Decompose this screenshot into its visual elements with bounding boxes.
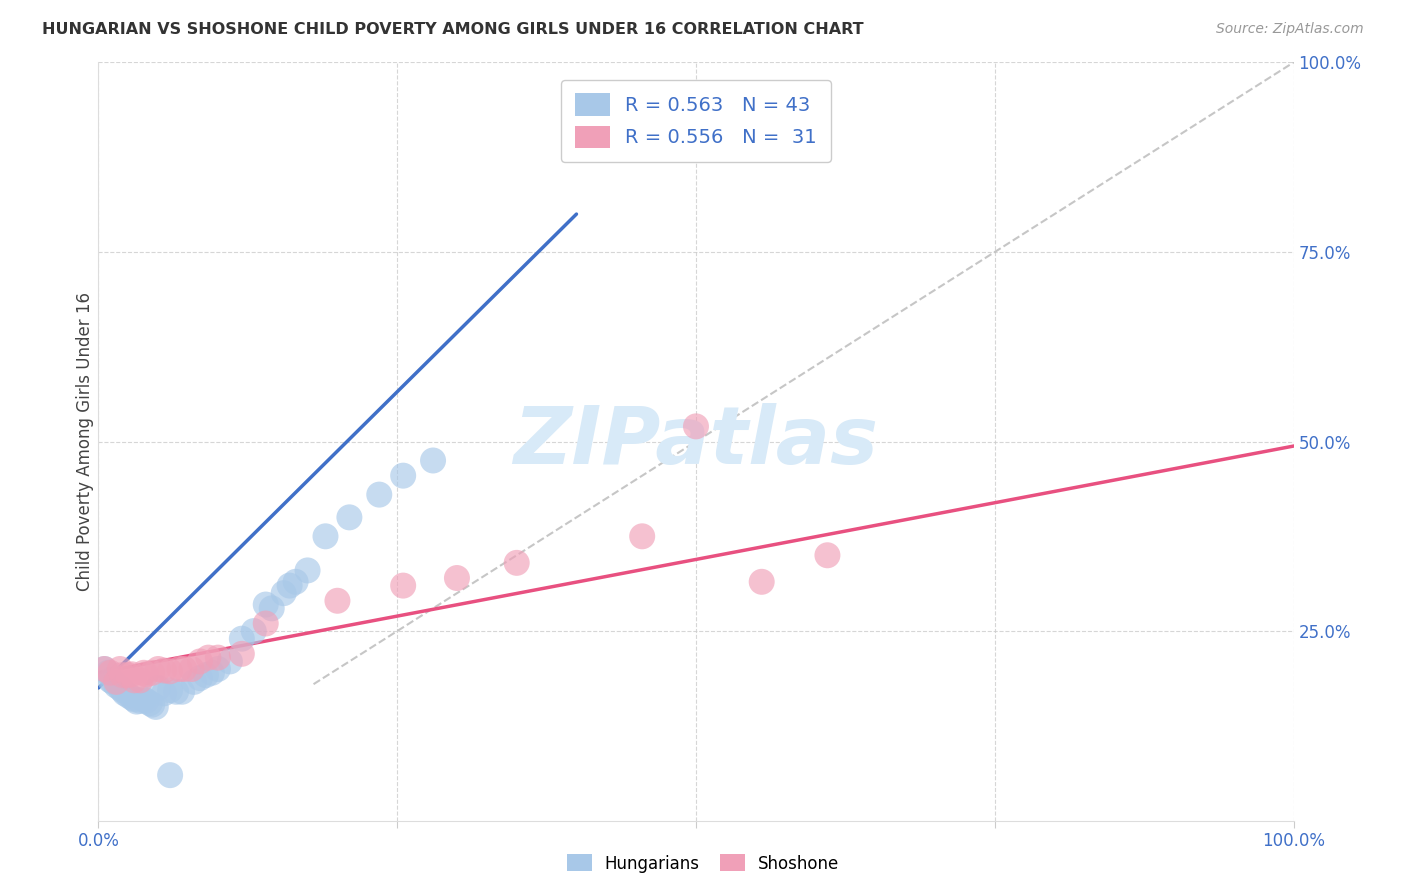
Point xyxy=(685,419,707,434)
Point xyxy=(188,655,211,669)
Point xyxy=(93,662,115,676)
Point xyxy=(108,681,131,695)
Point xyxy=(173,662,195,676)
Y-axis label: Child Poverty Among Girls Under 16: Child Poverty Among Girls Under 16 xyxy=(76,292,94,591)
Point xyxy=(201,665,224,680)
Point xyxy=(180,662,202,676)
Point xyxy=(219,655,242,669)
Point xyxy=(125,695,148,709)
Point xyxy=(815,548,838,563)
Point xyxy=(117,668,139,682)
Point xyxy=(98,673,122,688)
Point xyxy=(297,564,319,578)
Point xyxy=(631,529,654,543)
Point xyxy=(231,647,253,661)
Point xyxy=(231,632,253,646)
Point xyxy=(159,665,181,679)
Point xyxy=(141,698,163,712)
Point xyxy=(273,586,295,600)
Point xyxy=(132,692,155,706)
Text: ZIPatlas: ZIPatlas xyxy=(513,402,879,481)
Point xyxy=(422,453,444,467)
Point xyxy=(172,685,194,699)
Text: HUNGARIAN VS SHOSHONE CHILD POVERTY AMONG GIRLS UNDER 16 CORRELATION CHART: HUNGARIAN VS SHOSHONE CHILD POVERTY AMON… xyxy=(42,22,863,37)
Point xyxy=(169,662,191,676)
Point xyxy=(148,681,170,695)
Point xyxy=(129,694,152,708)
Point xyxy=(159,768,181,782)
Point xyxy=(124,673,146,688)
Point xyxy=(326,594,349,608)
Point xyxy=(254,616,277,631)
Point xyxy=(165,685,187,699)
Point xyxy=(153,686,176,700)
Point xyxy=(101,674,124,689)
Point xyxy=(159,683,181,698)
Point xyxy=(117,689,139,703)
Point xyxy=(446,571,468,585)
Point xyxy=(132,665,155,680)
Point xyxy=(207,650,229,665)
Point xyxy=(339,510,361,524)
Point xyxy=(243,624,266,639)
Point xyxy=(207,662,229,676)
Point xyxy=(148,662,170,676)
Point xyxy=(315,529,337,543)
Point xyxy=(284,574,307,589)
Point xyxy=(254,598,277,612)
Legend: Hungarians, Shoshone: Hungarians, Shoshone xyxy=(560,847,846,880)
Point xyxy=(135,667,157,681)
Point xyxy=(105,679,128,693)
Point xyxy=(114,686,136,700)
Point xyxy=(145,699,167,714)
Point xyxy=(121,667,143,681)
Point xyxy=(392,468,415,483)
Point xyxy=(188,671,211,685)
Point xyxy=(121,690,143,705)
Point xyxy=(124,692,146,706)
Point xyxy=(368,487,391,501)
Text: Source: ZipAtlas.com: Source: ZipAtlas.com xyxy=(1216,22,1364,37)
Point xyxy=(153,664,176,678)
Point xyxy=(183,674,205,689)
Point xyxy=(260,601,283,615)
Point xyxy=(392,579,415,593)
Point xyxy=(111,683,134,698)
Point xyxy=(111,668,134,682)
Point xyxy=(129,673,152,688)
Point xyxy=(141,665,163,680)
Point xyxy=(506,556,529,570)
Point xyxy=(93,662,115,676)
Point xyxy=(195,668,218,682)
Point xyxy=(98,665,122,680)
Point xyxy=(105,674,128,689)
Point xyxy=(139,696,162,710)
Point xyxy=(135,694,157,708)
Point xyxy=(97,665,120,680)
Point xyxy=(751,574,773,589)
Point xyxy=(197,650,219,665)
Point xyxy=(108,662,131,676)
Point xyxy=(278,579,301,593)
Legend: R = 0.563   N = 43, R = 0.556   N =  31: R = 0.563 N = 43, R = 0.556 N = 31 xyxy=(561,79,831,161)
